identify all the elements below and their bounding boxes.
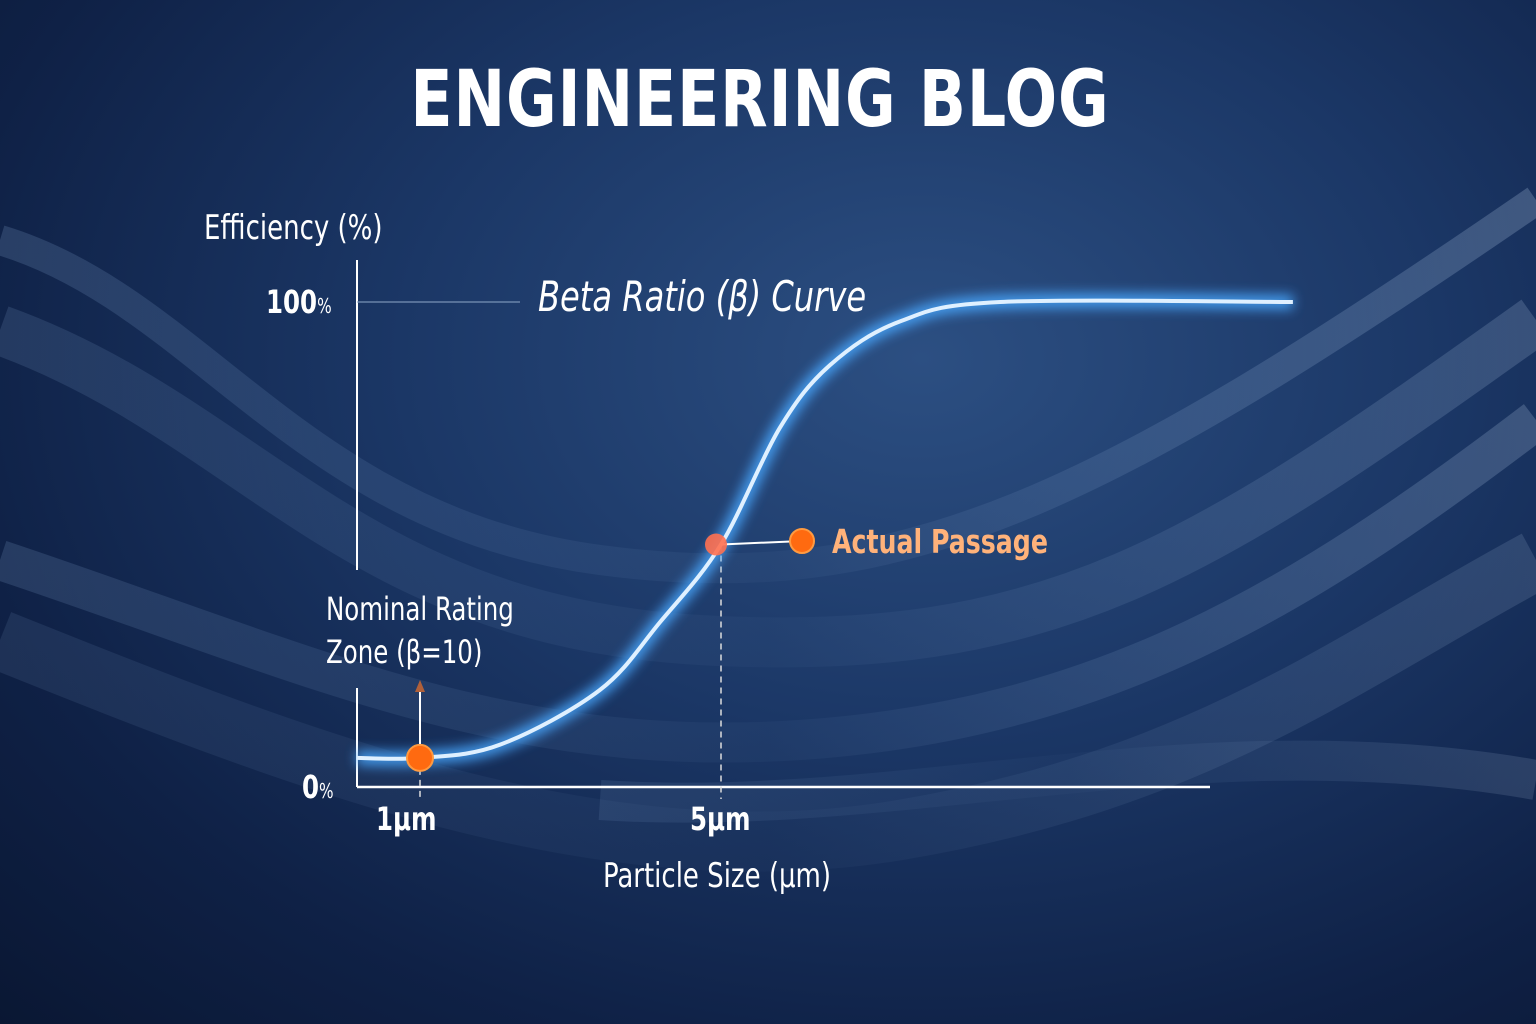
x-tick-1um: 1μm	[376, 800, 437, 838]
actual-passage-marker	[789, 528, 815, 554]
y-axis-label: Efficiency (%)	[204, 208, 383, 248]
nominal-pointer-arrow	[415, 680, 425, 692]
curve-line	[356, 298, 1293, 761]
x-tick-5um: 5μm	[690, 800, 751, 838]
y-tick-100: 100%	[266, 283, 332, 321]
chart-title: Beta Ratio (β) Curve	[538, 272, 867, 321]
background-waves	[0, 187, 1536, 872]
actual-passage-annotation: Actual Passage	[832, 522, 1048, 561]
actual-passage-curve-marker	[705, 533, 727, 556]
page-title: ENGINEERING BLOG	[410, 55, 1110, 145]
nominal-rating-annotation: Nominal Rating Zone (β=10)	[326, 590, 514, 671]
y-tick-0: 0%	[302, 768, 334, 806]
x-axis-label: Particle Size (μm)	[603, 856, 831, 896]
nominal-marker	[406, 743, 434, 772]
actual-passage-connector	[720, 540, 803, 546]
